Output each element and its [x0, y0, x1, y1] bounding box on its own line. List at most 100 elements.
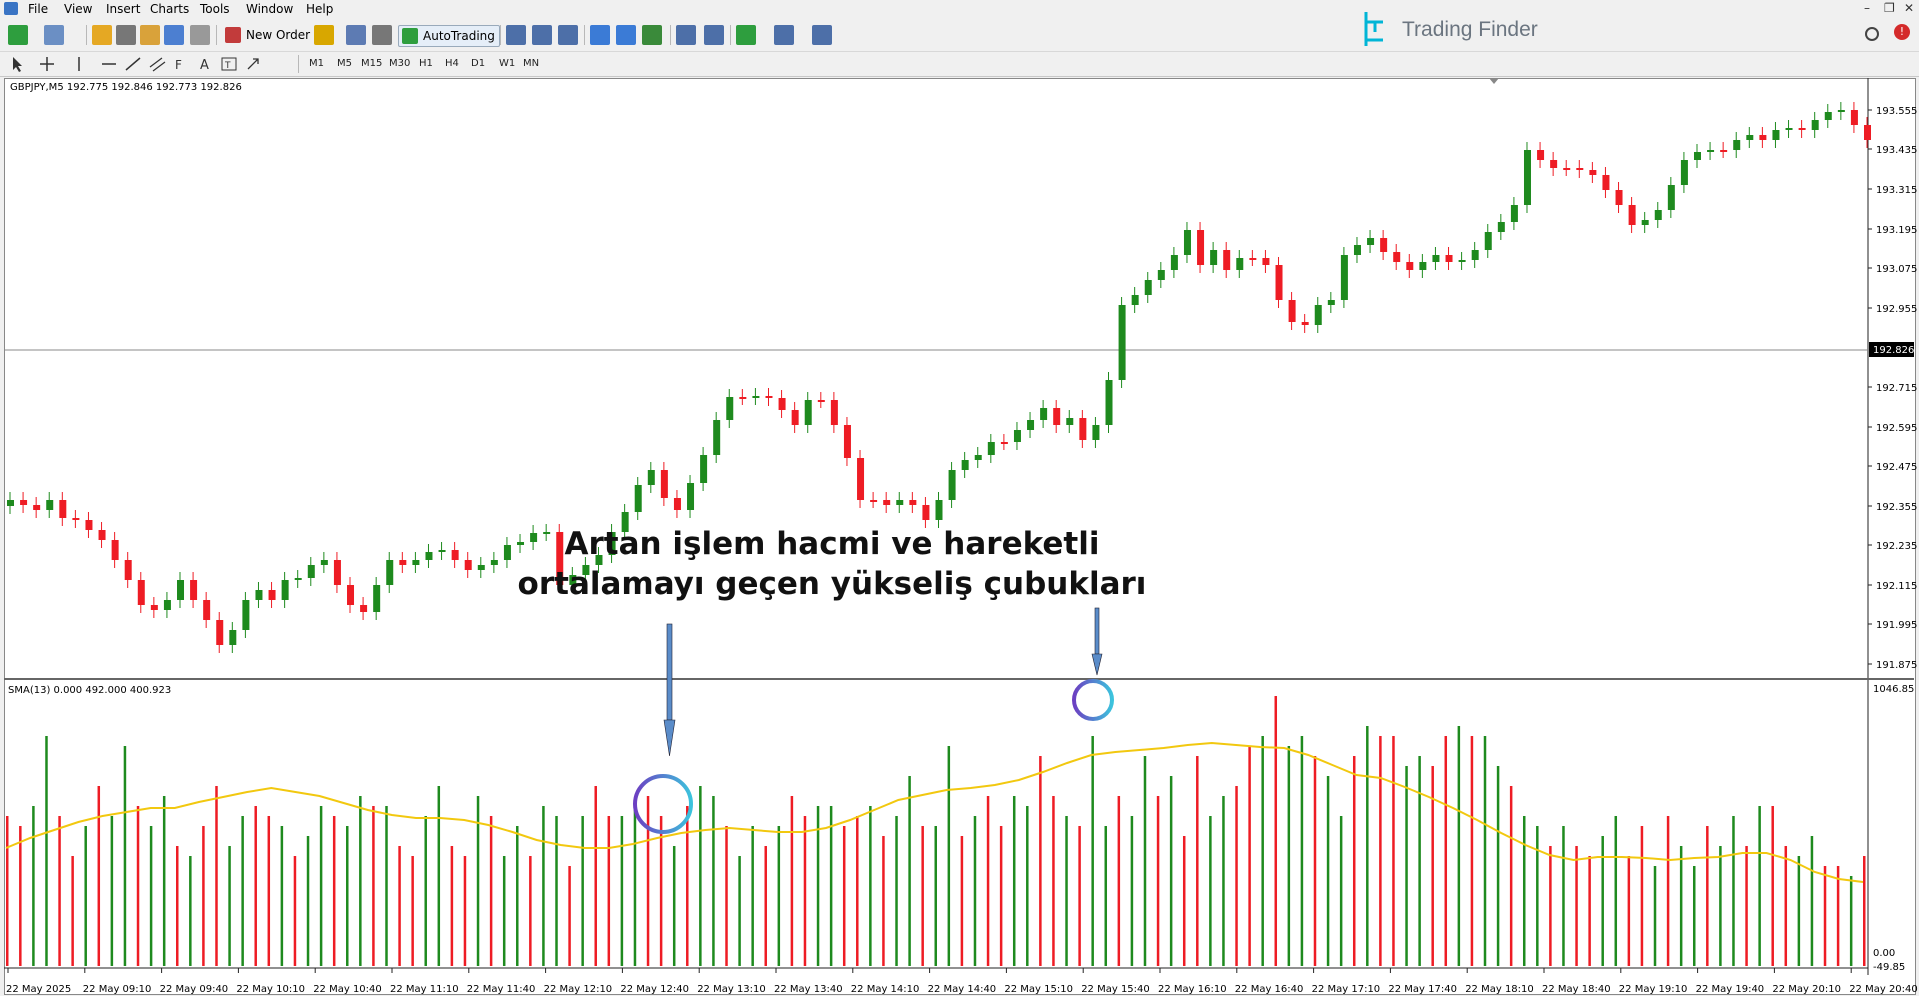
- chart-shift-icon[interactable]: [704, 25, 724, 45]
- candle-body: [1458, 260, 1466, 262]
- volume-bar: [1457, 726, 1461, 966]
- horizontal-line-icon[interactable]: [100, 55, 118, 73]
- timeframe-h1[interactable]: H1: [419, 58, 433, 69]
- new-chart-icon[interactable]: [8, 25, 28, 45]
- volume-bar: [1549, 846, 1552, 966]
- volume-bar: [1209, 816, 1212, 966]
- fibonacci-icon[interactable]: F: [172, 55, 190, 73]
- volume-bar: [856, 816, 859, 966]
- tile-windows-icon[interactable]: [642, 25, 662, 45]
- text-label-icon[interactable]: T: [220, 55, 238, 73]
- menu-file[interactable]: File: [28, 2, 49, 16]
- volume-bar: [1797, 856, 1801, 966]
- timeframe-m1[interactable]: M1: [309, 58, 324, 69]
- symbol-label: GBPJPY,M5 192.775 192.846 192.773 192.82…: [10, 82, 242, 93]
- candle-body: [399, 560, 407, 565]
- timeframe-m30[interactable]: M30: [389, 58, 411, 69]
- time-axis: 22 May 2025 22 May 09:10 22 May 09:40 22 Ma…: [6, 968, 1918, 995]
- volume-bar: [1745, 846, 1748, 966]
- arrows-icon[interactable]: [244, 55, 262, 73]
- signals-icon[interactable]: [346, 25, 366, 45]
- candle-body: [1170, 255, 1178, 270]
- terminal-icon[interactable]: [164, 25, 184, 45]
- community-icon[interactable]: [372, 25, 392, 45]
- navigator-icon[interactable]: [140, 25, 160, 45]
- search-icon[interactable]: [1865, 27, 1879, 41]
- annotation-arrow-left: [663, 623, 676, 757]
- chart-window[interactable]: [4, 78, 1916, 995]
- time-tick-label: 22 May 16:40: [1235, 984, 1304, 995]
- new-order-button[interactable]: New Order: [222, 25, 314, 45]
- timeframe-mn[interactable]: MN: [523, 58, 540, 69]
- volume-bar: [555, 816, 558, 966]
- volume-bar: [803, 816, 807, 966]
- periods-icon[interactable]: [774, 25, 794, 45]
- volume-bar: [58, 816, 61, 966]
- volume-bar: [1274, 696, 1278, 966]
- menu-help[interactable]: Help: [306, 2, 334, 16]
- candle-body: [7, 500, 14, 506]
- indicators-icon[interactable]: [736, 25, 756, 45]
- notification-icon[interactable]: !: [1894, 24, 1910, 40]
- time-tick-label: 22 May 20:10: [1772, 984, 1841, 995]
- restore-button[interactable]: ❐: [1884, 1, 1895, 15]
- menu-insert[interactable]: Insert: [106, 2, 141, 16]
- zoom-in-icon[interactable]: [590, 25, 610, 45]
- templates-icon[interactable]: [812, 25, 832, 45]
- timeframe-w1[interactable]: W1: [499, 58, 516, 69]
- data-window-icon[interactable]: [116, 25, 136, 45]
- crosshair-icon[interactable]: [38, 55, 56, 73]
- candle-body: [281, 580, 289, 600]
- tester-icon[interactable]: [190, 25, 210, 45]
- cursor-icon[interactable]: [8, 55, 26, 73]
- candlestick-icon[interactable]: [532, 25, 552, 45]
- timeframe-h4[interactable]: H4: [445, 58, 459, 69]
- text-icon[interactable]: A: [196, 55, 214, 73]
- autoscroll-icon[interactable]: [676, 25, 696, 45]
- timeframe-m15[interactable]: M15: [361, 58, 383, 69]
- volume-bar: [1522, 816, 1526, 966]
- indicator-axis-zero: 0.00: [1873, 948, 1895, 959]
- volume-bar: [607, 816, 611, 966]
- candle-body: [830, 400, 838, 425]
- annotation-line-2: ortalamayı geçen yükseliş çubukları: [518, 566, 1147, 602]
- candle-body: [922, 505, 930, 520]
- line-chart-icon[interactable]: [558, 25, 578, 45]
- market-watch-icon[interactable]: [92, 25, 112, 45]
- candle-body: [1707, 150, 1715, 152]
- menu-view[interactable]: View: [64, 2, 93, 16]
- indicator-axis-bottom: -49.85: [1873, 962, 1905, 973]
- autotrading-button[interactable]: AutoTrading: [398, 25, 500, 47]
- timeframe-d1[interactable]: D1: [471, 58, 486, 69]
- trendline-icon[interactable]: [124, 55, 142, 73]
- minimize-button[interactable]: –: [1864, 1, 1870, 15]
- menu-window[interactable]: Window: [246, 2, 294, 16]
- volume-bar: [1483, 736, 1487, 966]
- menu-tools[interactable]: Tools: [200, 2, 230, 16]
- volume-bar: [686, 806, 689, 966]
- menu-charts[interactable]: Charts: [150, 2, 190, 16]
- candle-body: [1288, 300, 1296, 322]
- zoom-out-icon[interactable]: [616, 25, 636, 45]
- candle-body: [804, 400, 812, 425]
- channel-icon[interactable]: [148, 55, 166, 73]
- vertical-line-icon[interactable]: [70, 55, 88, 73]
- volume-bar: [97, 786, 101, 966]
- candle-body: [621, 512, 629, 532]
- time-tick-label: 22 May 13:40: [774, 984, 843, 995]
- bar-chart-icon[interactable]: [506, 25, 526, 45]
- profiles-icon[interactable]: [44, 25, 64, 45]
- candle-body: [660, 470, 668, 498]
- chart-shift-marker-icon[interactable]: [1489, 78, 1499, 84]
- metaeditor-icon[interactable]: [314, 25, 334, 45]
- candle-body: [425, 552, 433, 560]
- timeframe-m5[interactable]: M5: [337, 58, 352, 69]
- close-button[interactable]: ✕: [1904, 1, 1915, 15]
- volume-bar: [1588, 856, 1591, 966]
- volume-bar: [293, 856, 297, 966]
- volume-bar: [1366, 726, 1369, 966]
- candle-body: [1432, 255, 1440, 262]
- volume-bar: [1640, 826, 1644, 966]
- candle-body: [1720, 150, 1728, 152]
